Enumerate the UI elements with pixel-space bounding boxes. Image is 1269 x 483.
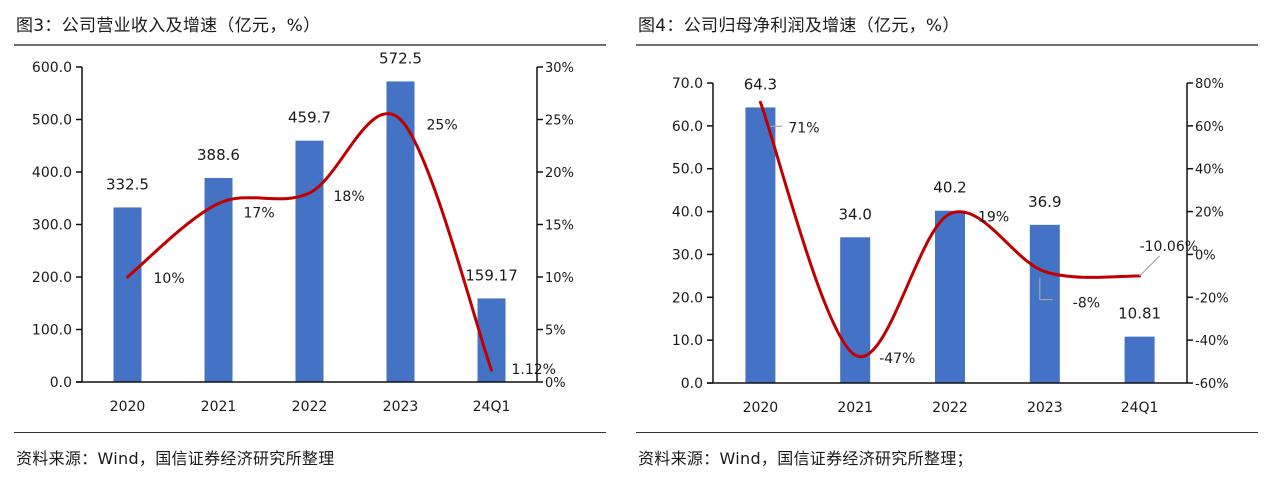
- right-axis-tick-label: 0%: [545, 376, 566, 391]
- figure-4-title: 图4：公司归母净利润及增速（亿元，%）: [638, 16, 960, 36]
- line-data-label: 17%: [244, 206, 275, 222]
- right-axis-tick-label: -20%: [1195, 291, 1229, 306]
- bar-data-label: 388.6: [197, 146, 240, 164]
- bar-data-label: 572.5: [379, 49, 422, 67]
- left-axis-tick-label: 0.0: [681, 376, 703, 392]
- x-axis-tick-label: 2020: [110, 399, 146, 415]
- bar-2022: [935, 210, 965, 383]
- left-axis-tick-label: 50.0: [672, 162, 703, 178]
- left-axis-tick-label: 500.0: [32, 113, 72, 129]
- left-axis-tick-label: 0.0: [50, 375, 72, 391]
- bar-24Q1: [1124, 336, 1155, 383]
- figure-3-title: 图3：公司营业收入及增速（亿元，%）: [16, 16, 321, 36]
- line-data-label: -8%: [1073, 296, 1100, 312]
- right-axis-tick-label: -60%: [1195, 377, 1229, 392]
- line-data-label: -10.06%: [1140, 239, 1198, 255]
- left-axis-tick-label: 10.0: [672, 333, 703, 349]
- figure-4-chart: 0.0 10.0 20.0 30.0 40.0 50.0 60.0 70.0 -60% -40% -…: [672, 75, 1229, 416]
- growth-line: [126, 112, 493, 372]
- left-axis-tick-label: 600.0: [32, 60, 72, 76]
- right-axis-tick-label: 20%: [545, 166, 574, 181]
- left-axis-tick-label: 30.0: [672, 247, 703, 263]
- bar-data-label: 36.9: [1028, 193, 1061, 211]
- bar-2021: [204, 177, 233, 382]
- left-axis-tick-label: 200.0: [32, 270, 72, 286]
- right-axis-tick-label: 15%: [545, 219, 574, 234]
- growth-line: [758, 100, 1142, 359]
- bar-2020: [745, 107, 776, 383]
- line-label-leader: [1039, 277, 1053, 301]
- line-label-leader: [1139, 255, 1161, 277]
- bar-2023: [1029, 224, 1060, 383]
- x-axis-tick-label: 2021: [201, 399, 237, 415]
- right-axis-tick-label: 30%: [545, 61, 574, 76]
- right-axis-tick-label: 10%: [545, 271, 574, 286]
- right-axis-tick-label: 25%: [545, 114, 574, 129]
- bar-data-label: 64.3: [744, 75, 777, 93]
- line-data-label: -47%: [879, 351, 915, 367]
- x-axis-tick-label: 2021: [837, 400, 873, 416]
- x-axis-tick-label: 24Q1: [1121, 400, 1159, 416]
- bar-data-label: 34.0: [838, 205, 871, 223]
- left-axis-tick-label: 70.0: [672, 76, 703, 92]
- x-axis-tick-label: 2022: [932, 400, 968, 416]
- bar-2020: [113, 207, 142, 382]
- left-axis-tick-label: 20.0: [672, 290, 703, 306]
- figure-3-source: 资料来源：Wind，国信证券经济研究所整理: [16, 449, 335, 468]
- figure-4-bottom-rule: [636, 432, 1258, 433]
- right-axis-tick-label: 0%: [1195, 248, 1216, 263]
- left-axis-tick-label: 40.0: [672, 205, 703, 221]
- line-data-label: 25%: [427, 118, 458, 134]
- bar-2023: [386, 81, 415, 382]
- bar-2021: [840, 237, 871, 383]
- figure-3-top-rule: [14, 44, 606, 46]
- line-data-label: 18%: [334, 189, 365, 205]
- line-data-label: 10%: [154, 271, 185, 287]
- x-axis-tick-label: 2023: [383, 399, 419, 415]
- figure-4-panel: 图4：公司归母净利润及增速（亿元，%） 0.0 10.0 20.0 30.0 40.0 5…: [636, 0, 1258, 483]
- line-data-label: 71%: [788, 120, 819, 136]
- figure-4-source: 资料来源：Wind，国信证券经济研究所整理；: [638, 449, 973, 468]
- x-axis-tick-label: 2022: [292, 399, 328, 415]
- left-axis-tick-label: 400.0: [32, 165, 72, 181]
- bar-data-label: 10.81: [1118, 305, 1161, 323]
- bar-data-label: 40.2: [933, 179, 966, 197]
- line-data-label: 1.12%: [512, 362, 556, 378]
- right-axis-tick-label: -40%: [1195, 334, 1229, 349]
- figure-3-chart: 0.0 100.0 200.0 300.0 400.0 500.0 600.0 0% 5% 10%…: [32, 49, 574, 415]
- bar-2022: [295, 140, 324, 382]
- left-axis-tick-label: 300.0: [32, 218, 72, 234]
- bar-data-label: 332.5: [106, 175, 149, 193]
- right-axis-tick-label: 80%: [1195, 77, 1224, 92]
- figure-4-top-rule: [636, 44, 1258, 46]
- right-axis-tick-label: 40%: [1195, 163, 1224, 178]
- right-axis-tick-label: 5%: [545, 324, 566, 339]
- figure-3-bottom-rule: [14, 432, 606, 433]
- x-axis-tick-label: 24Q1: [473, 399, 511, 415]
- figure-3-panel: 图3：公司营业收入及增速（亿元，%） 0.0 100.0 200.0 300.0 400…: [14, 0, 606, 483]
- x-axis-tick-label: 2020: [743, 400, 779, 416]
- line-data-label: 19%: [978, 210, 1009, 226]
- x-axis-tick-label: 2023: [1027, 400, 1063, 416]
- bar-data-label: 459.7: [288, 109, 331, 127]
- left-axis-tick-label: 60.0: [672, 119, 703, 135]
- right-axis-tick-label: 20%: [1195, 206, 1224, 221]
- right-axis-tick-label: 60%: [1195, 120, 1224, 135]
- left-axis-tick-label: 100.0: [32, 323, 72, 339]
- bar-data-label: 159.17: [465, 266, 518, 284]
